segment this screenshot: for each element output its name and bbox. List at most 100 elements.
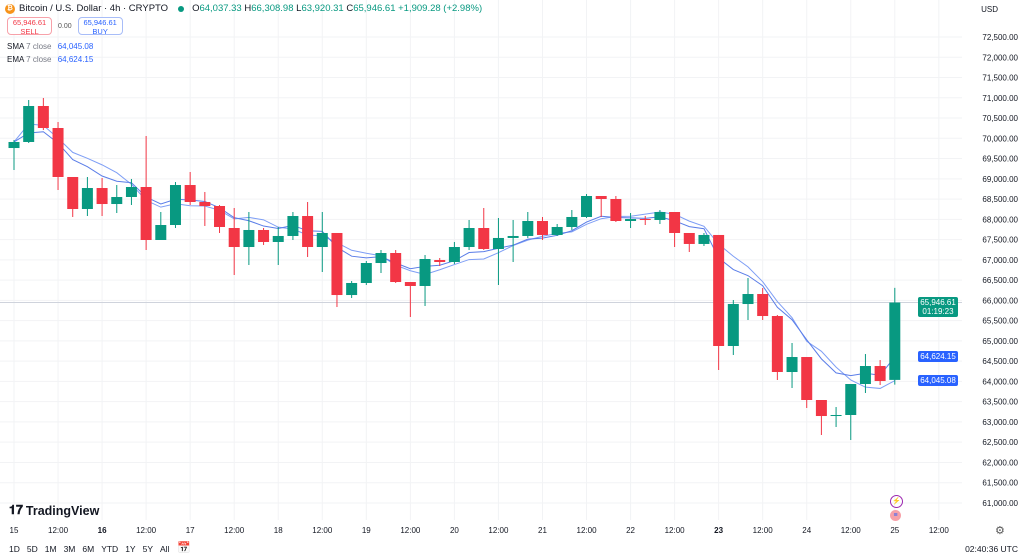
- close-value: 65,946.61: [353, 3, 396, 14]
- candle-body: [639, 219, 651, 221]
- time-axis-label: 23: [714, 526, 723, 535]
- candle-body: [258, 229, 270, 242]
- candle-up: [727, 300, 739, 355]
- candle-body: [507, 235, 519, 238]
- sell-label: SELL: [20, 26, 39, 36]
- candle-up: [698, 232, 710, 246]
- price-axis-label: 68,000.00: [982, 215, 1018, 224]
- open-value: 64,037.33: [199, 3, 242, 14]
- candle-body: [448, 247, 460, 262]
- range-all[interactable]: All: [160, 544, 170, 554]
- range-5y[interactable]: 5Y: [142, 544, 153, 554]
- bar-countdown: 01:19:23: [922, 307, 954, 316]
- range-6m[interactable]: 6M: [82, 544, 95, 554]
- candle-up: [272, 226, 284, 265]
- candle-up: [889, 287, 901, 385]
- candle-down: [639, 216, 651, 226]
- calendar-goto-date-icon[interactable]: 📅: [177, 542, 191, 554]
- range-ytd[interactable]: YTD: [101, 544, 119, 554]
- time-axis-label: 12:00: [224, 526, 245, 535]
- candle-body: [302, 216, 314, 248]
- candle-up: [81, 176, 93, 217]
- price-axis-label: 72,000.00: [982, 53, 1018, 62]
- candle-body: [698, 234, 710, 244]
- candle-body: [375, 253, 387, 264]
- candle-up: [507, 219, 519, 262]
- time-axis-label: 12:00: [665, 526, 686, 535]
- range-1m[interactable]: 1M: [44, 544, 57, 554]
- candle-down: [434, 257, 446, 267]
- candle-body: [81, 188, 93, 210]
- range-5d[interactable]: 5D: [26, 544, 38, 554]
- candle-down: [52, 122, 64, 190]
- us-flag-event-icon[interactable]: ≡: [890, 510, 901, 521]
- date-range-bar: 1D 5D 1M 3M 6M YTD 1Y 5Y All: [9, 544, 169, 554]
- time-axis-label: 12:00: [841, 526, 862, 535]
- range-1y[interactable]: 1Y: [125, 544, 136, 554]
- candle-down: [595, 195, 607, 217]
- ema-price-badge: 64,624.15: [918, 351, 958, 362]
- candle-up: [316, 212, 328, 273]
- candle-body: [316, 232, 328, 248]
- candle-body: [874, 366, 886, 382]
- candle-down: [713, 234, 725, 370]
- tradingview-logo[interactable]: 𝟏𝟕 TradingView: [9, 503, 100, 518]
- candle-down: [258, 228, 270, 245]
- price-axis-label: 67,500.00: [982, 236, 1018, 245]
- candle-down: [67, 176, 79, 217]
- time-axis-label: 12:00: [753, 526, 774, 535]
- candle-body: [669, 212, 681, 233]
- settings-gear-icon[interactable]: ⚙: [995, 525, 1005, 537]
- candle-up: [111, 185, 123, 214]
- time-axis-label: 24: [802, 526, 811, 535]
- time-axis-label: 21: [538, 526, 547, 535]
- candle-body: [23, 106, 35, 142]
- candle-up: [625, 213, 637, 229]
- price-axis-label: 69,000.00: [982, 175, 1018, 184]
- candle-body: [566, 216, 578, 227]
- price-axis-label: 65,000.00: [982, 337, 1018, 346]
- range-1d[interactable]: 1D: [9, 544, 20, 554]
- time-axis-label: 12:00: [488, 526, 509, 535]
- candle-body: [67, 176, 79, 210]
- time-axis-label: 12:00: [929, 526, 950, 535]
- buy-button[interactable]: 65,946.61 BUY: [77, 17, 123, 36]
- candle-down: [669, 212, 681, 248]
- candle-body: [551, 226, 563, 235]
- candle-body: [155, 225, 167, 240]
- range-3m[interactable]: 3M: [63, 544, 76, 554]
- sell-button[interactable]: 65,946.61 SELL: [7, 17, 52, 35]
- symbol-title[interactable]: Bitcoin / U.S. Dollar · 4h · CRYPTO: [19, 3, 169, 14]
- price-axis-label: 72,500.00: [982, 33, 1018, 42]
- currency-selector[interactable]: USD: [981, 5, 998, 14]
- candle-body: [463, 228, 475, 248]
- spread-value: 0.00: [58, 22, 72, 30]
- time-axis-label: 12:00: [577, 526, 598, 535]
- candle-body: [169, 185, 181, 226]
- time-axis-label: 19: [362, 526, 371, 535]
- candle-up: [346, 281, 358, 299]
- candle-body: [830, 414, 842, 417]
- candle-body: [96, 188, 108, 205]
- candle-body: [742, 294, 754, 305]
- low-value: 63,920.31: [301, 3, 344, 14]
- chart-grid: [0, 0, 962, 520]
- candle-body: [786, 357, 798, 373]
- candle-up: [23, 100, 35, 143]
- sma-line: [13, 123, 896, 389]
- indicator-sma-legend[interactable]: SMA 7 close 64,045.08: [7, 42, 94, 51]
- candle-body: [625, 219, 637, 221]
- high-value: 66,308.98: [251, 3, 294, 14]
- candle-down: [390, 250, 402, 283]
- event-icon[interactable]: ⚡: [890, 495, 903, 508]
- candle-up: [859, 354, 871, 393]
- candle-down: [228, 207, 240, 276]
- candle-body: [404, 282, 416, 286]
- indicator-ema-legend[interactable]: EMA 7 close 64,624.15: [7, 55, 94, 64]
- clock-utc[interactable]: 02:40:36 UTC: [965, 544, 1018, 554]
- time-axis-label: 18: [274, 526, 283, 535]
- buy-label: BUY: [92, 26, 108, 36]
- price-axis-label: 62,500.00: [982, 438, 1018, 447]
- candle-body: [845, 384, 857, 415]
